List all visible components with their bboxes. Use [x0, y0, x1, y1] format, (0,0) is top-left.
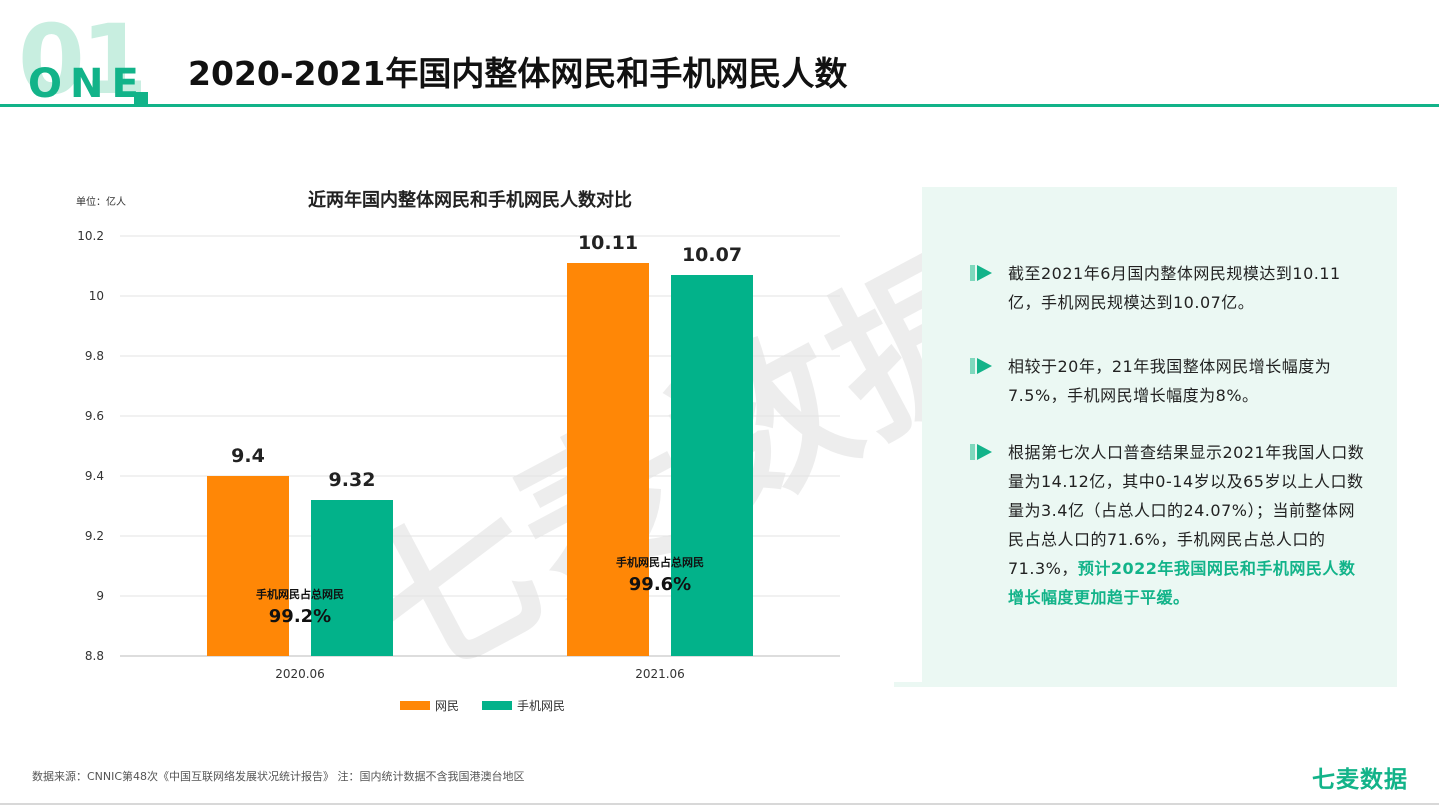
section-badge: 01 ONE — [18, 12, 168, 108]
y-tick-label: 10 — [89, 289, 104, 303]
y-tick-label: 9.4 — [85, 469, 104, 483]
bar — [207, 476, 289, 656]
bullet-arrow-icon — [970, 444, 992, 460]
annotation-value: 99.6% — [629, 574, 691, 595]
y-tick-label: 9.6 — [85, 409, 104, 423]
bullet-arrow-icon — [970, 265, 992, 281]
summary-text: 根据第七次人口普查结果显示2021年我国人口数量为14.12亿，其中0-14岁以… — [1008, 438, 1370, 612]
section-number: 01 — [18, 4, 148, 116]
legend-label: 手机网民 — [517, 699, 565, 713]
annotation-label: 手机网民占总网民 — [256, 587, 344, 601]
section-word: ONE — [28, 61, 147, 107]
bar — [671, 275, 753, 656]
y-tick-label: 8.8 — [85, 649, 104, 663]
page-title: 2020-2021年国内整体网民和手机网民人数 — [188, 54, 848, 93]
badge-square — [134, 92, 148, 104]
legend-swatch — [482, 701, 512, 710]
summary-highlight: 预计2022年我国网民和手机网民人数增长幅度更加趋于平缓。 — [1008, 559, 1356, 607]
summary-text: 相较于20年，21年我国整体网民增长幅度为7.5%，手机网民增长幅度为8%。 — [1008, 357, 1332, 405]
legend-label: 网民 — [435, 699, 459, 713]
y-tick-label: 9.8 — [85, 349, 104, 363]
bullet-arrow-icon — [970, 358, 992, 374]
data-label: 9.4 — [231, 445, 265, 467]
bar — [311, 500, 393, 656]
header-divider — [0, 104, 1439, 107]
legend-swatch — [400, 701, 430, 710]
annotation-value: 99.2% — [269, 606, 331, 627]
summary-item: 相较于20年，21年我国整体网民增长幅度为7.5%，手机网民增长幅度为8%。 — [970, 352, 1370, 410]
brand-logo: 七麦数据 — [1312, 767, 1408, 793]
y-tick-label: 10.2 — [77, 229, 104, 243]
summary-text: 截至2021年6月国内整体网民规模达到10.11亿，手机网民规模达到10.07亿… — [1008, 264, 1341, 312]
panel-tab — [894, 682, 924, 687]
summary-item: 截至2021年6月国内整体网民规模达到10.11亿，手机网民规模达到10.07亿… — [970, 259, 1370, 317]
x-tick-label: 2021.06 — [635, 667, 685, 681]
bar-chart: 10.2 10 9.8 9.6 9.4 9.2 9 8.8 9.4 9.32 2020.06 手机网民… — [77, 229, 840, 713]
summary-item: 根据第七次人口普查结果显示2021年我国人口数量为14.12亿，其中0-14岁以… — [970, 438, 1370, 612]
y-tick-label: 9.2 — [85, 529, 104, 543]
data-label: 10.11 — [578, 232, 638, 254]
data-source-note: 数据来源：CNNIC第48次《中国互联网络发展状况统计报告》 注：国内统计数据不… — [32, 770, 525, 783]
summary-panel — [922, 187, 1397, 687]
x-tick-label: 2020.06 — [275, 667, 325, 681]
summary-text-body: 根据第七次人口普查结果显示2021年我国人口数量为14.12亿，其中0-14岁以… — [1008, 443, 1365, 578]
data-label: 9.32 — [329, 469, 376, 491]
chart-unit-label: 单位：亿人 — [76, 197, 126, 208]
annotation-label: 手机网民占总网民 — [616, 555, 704, 569]
chart-title: 近两年国内整体网民和手机网民人数对比 — [308, 190, 632, 211]
data-label: 10.07 — [682, 244, 742, 266]
footer-divider — [0, 803, 1439, 805]
y-tick-label: 9 — [96, 589, 104, 603]
bar — [567, 263, 649, 656]
